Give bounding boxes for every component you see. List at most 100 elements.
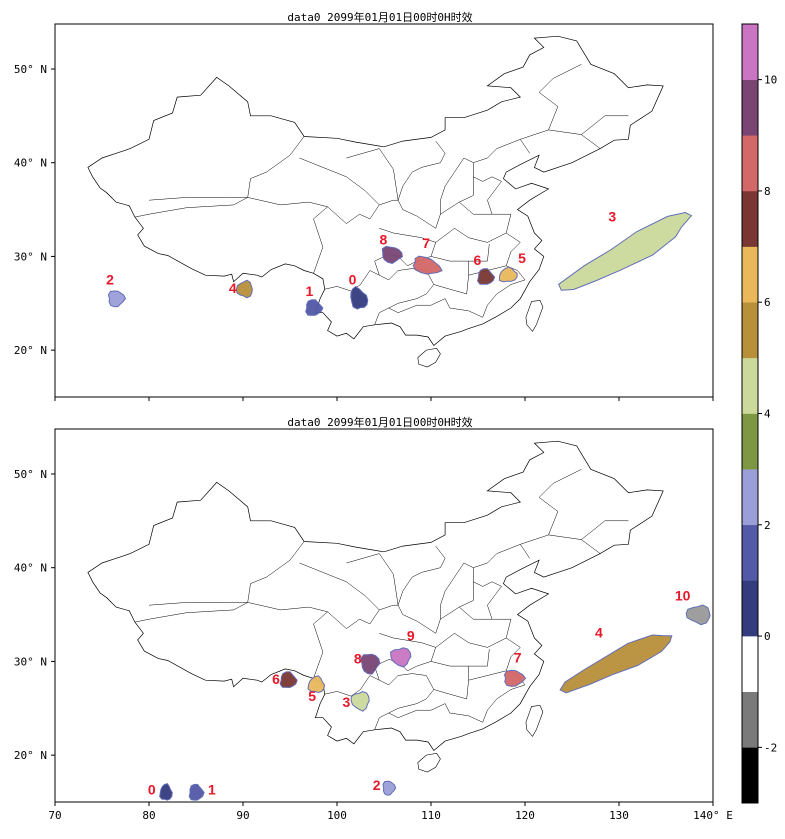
colorbar-swatch (742, 469, 758, 526)
blob-label: 7 (514, 649, 522, 665)
colorbar-tick-label: -2 (764, 741, 777, 754)
province-border (397, 140, 446, 229)
blob-label: 1 (208, 782, 216, 798)
colorbar-swatch (742, 302, 758, 359)
blob-7 (503, 669, 527, 687)
bottom-map-frame (54, 428, 714, 803)
blob-label: 2 (373, 777, 381, 793)
province-border (313, 611, 328, 679)
province-border (435, 606, 512, 648)
colorbar-tick-label: 8 (764, 185, 771, 198)
colorbar-swatch (742, 524, 758, 581)
blob-6 (476, 268, 496, 285)
colorbar-swatch (742, 691, 758, 748)
blob-label: 0 (148, 782, 156, 798)
blob-label: 6 (474, 252, 482, 268)
colorbar-swatch (742, 357, 758, 414)
lat-tick-label: 20° N (14, 344, 47, 357)
lon-tick-label: 100 (327, 809, 347, 822)
province-border (374, 633, 437, 681)
lat-tick-label: 40° N (14, 562, 47, 575)
blob-label: 9 (407, 628, 415, 644)
blob-label: 6 (272, 671, 280, 687)
province-border (468, 670, 526, 723)
blob-1 (305, 299, 324, 316)
province-border (581, 115, 629, 135)
province-border (397, 545, 446, 634)
blob-5 (307, 675, 326, 694)
colorbar-swatch (742, 636, 758, 693)
blob-10 (685, 604, 711, 626)
blob-3 (558, 211, 693, 291)
colorbar-swatch (742, 747, 758, 804)
blob-6 (279, 671, 298, 689)
province-border (581, 520, 629, 540)
province-border (473, 176, 502, 215)
blob-label: 4 (229, 280, 237, 296)
blob-label: 5 (308, 688, 316, 704)
lon-tick-label: 110 (421, 809, 441, 822)
island-border (525, 705, 544, 737)
province-border (388, 298, 483, 318)
lon-tick-label: 70 (48, 809, 61, 822)
colorbar-swatch (742, 135, 758, 192)
colorbar: 10 8 6 4 2 0 -2 (741, 23, 777, 804)
island-border (525, 300, 544, 332)
china-border (87, 440, 664, 752)
bottom-lat-ticks: 0 1 2 3 4 5 6 7 8 9 10 50° N 40° N 30° N 20° N (14, 468, 691, 798)
lon-tick-label: 130 (609, 809, 629, 822)
bottom-blobs (159, 604, 711, 801)
colorbar-tick-label: 4 (764, 408, 771, 421)
blob-8 (381, 245, 403, 265)
lat-tick-label: 30° N (14, 250, 47, 263)
blob-label: 8 (380, 232, 388, 248)
top-china-outline (87, 35, 664, 368)
province-border (440, 157, 474, 215)
blob-4 (559, 634, 673, 694)
colorbar-swatch (742, 190, 758, 247)
lat-tick-label: 50° N (14, 468, 47, 481)
china-border (87, 35, 664, 347)
province-border (148, 541, 305, 606)
blob-0 (350, 285, 369, 310)
blob-label: 5 (518, 250, 526, 266)
blob-label: 3 (343, 694, 351, 710)
blob-9 (390, 647, 412, 668)
bottom-lon-ticks: 70 80 90 100 110 120 130 140° E (48, 802, 733, 822)
province-border (324, 268, 435, 325)
lon-tick-label: 140° E (693, 809, 733, 822)
top-map-frame (54, 23, 714, 398)
province-border (459, 543, 530, 608)
province-border (440, 562, 474, 620)
blob-label: 8 (354, 650, 362, 666)
colorbar-swatch (742, 24, 758, 80)
blob-label: 3 (608, 209, 616, 225)
province-border (324, 673, 435, 730)
province-border (346, 148, 399, 206)
lat-tick-label: 40° N (14, 157, 47, 170)
province-border (430, 661, 469, 667)
blob-0 (159, 783, 173, 801)
blob-label: 1 (306, 283, 314, 299)
bottom-map-panel: data0 2099年01月01日00时0H时效 0 1 2 3 4 5 6 7 8 9 10 50°… (14, 415, 733, 822)
lat-tick-label: 30° N (14, 655, 47, 668)
top-lon-marks (54, 397, 714, 401)
blob-label: 7 (422, 235, 430, 251)
blob-4 (235, 279, 253, 299)
colorbar-swatch (742, 580, 758, 637)
bottom-panel-title: data0 2099年01月01日00时0H时效 (287, 415, 472, 429)
province-border (468, 265, 526, 318)
province-border (313, 206, 328, 274)
top-blobs (107, 211, 693, 316)
blob-label: 10 (675, 588, 691, 604)
blob-2 (107, 290, 127, 308)
blob-5 (498, 266, 518, 283)
top-lat-ticks: 0 1 2 3 4 5 6 7 8 50° N 40° N 30° N 20° N (14, 63, 617, 357)
colorbar-swatch (742, 413, 758, 470)
province-border (247, 157, 380, 224)
province-border (430, 256, 469, 262)
province-border (459, 138, 530, 203)
lon-tick-label: 80 (142, 809, 155, 822)
